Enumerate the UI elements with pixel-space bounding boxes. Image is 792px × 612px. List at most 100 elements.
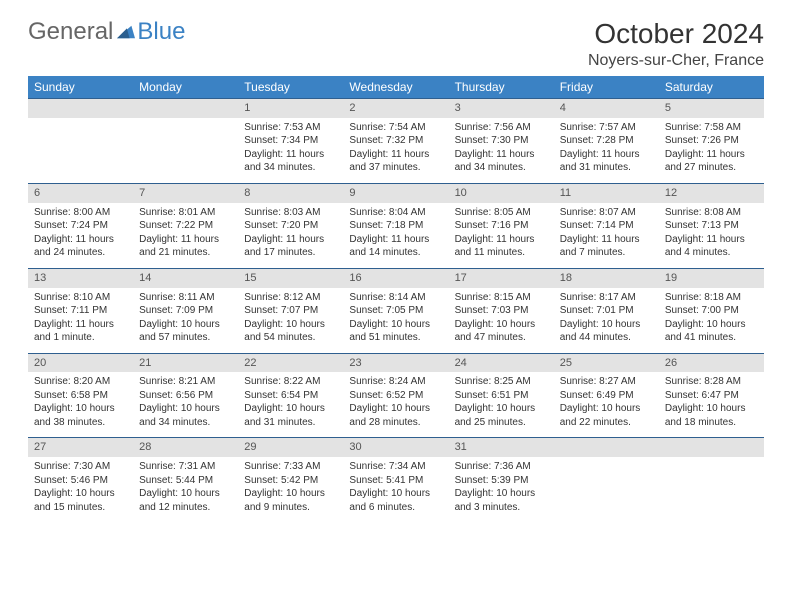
daylight-line: Daylight: 10 hours and 31 minutes.: [244, 402, 337, 429]
sunset-line: Sunset: 6:51 PM: [455, 389, 548, 403]
daylight-line: Daylight: 10 hours and 12 minutes.: [139, 487, 232, 514]
day-body: Sunrise: 8:18 AMSunset: 7:00 PMDaylight:…: [659, 288, 764, 353]
sunrise-line: Sunrise: 8:21 AM: [139, 375, 232, 389]
brand-logo: General Blue: [28, 18, 185, 46]
calendar-cell: 14Sunrise: 8:11 AMSunset: 7:09 PMDayligh…: [133, 268, 238, 353]
daylight-line: Daylight: 11 hours and 1 minute.: [34, 318, 127, 345]
day-header: Friday: [554, 76, 659, 99]
sunset-line: Sunset: 7:22 PM: [139, 219, 232, 233]
day-number: 5: [659, 99, 764, 118]
sunset-line: Sunset: 7:14 PM: [560, 219, 653, 233]
day-number: 30: [343, 438, 448, 457]
day-body: Sunrise: 8:05 AMSunset: 7:16 PMDaylight:…: [449, 203, 554, 268]
brand-part1: General: [28, 18, 113, 46]
sunset-line: Sunset: 7:20 PM: [244, 219, 337, 233]
calendar-week: 27Sunrise: 7:30 AMSunset: 5:46 PMDayligh…: [28, 438, 764, 522]
day-body: Sunrise: 8:27 AMSunset: 6:49 PMDaylight:…: [554, 372, 659, 437]
day-body: Sunrise: 7:56 AMSunset: 7:30 PMDaylight:…: [449, 118, 554, 183]
calendar-cell: [659, 438, 764, 522]
calendar-cell: 10Sunrise: 8:05 AMSunset: 7:16 PMDayligh…: [449, 183, 554, 268]
day-number: 16: [343, 269, 448, 288]
brand-part2: Blue: [137, 18, 185, 46]
day-body: Sunrise: 8:12 AMSunset: 7:07 PMDaylight:…: [238, 288, 343, 353]
daylight-line: Daylight: 11 hours and 31 minutes.: [560, 148, 653, 175]
day-number: 12: [659, 184, 764, 203]
sunrise-line: Sunrise: 7:56 AM: [455, 121, 548, 135]
day-number: 26: [659, 354, 764, 373]
calendar-table: SundayMondayTuesdayWednesdayThursdayFrid…: [28, 76, 764, 522]
day-body: Sunrise: 8:15 AMSunset: 7:03 PMDaylight:…: [449, 288, 554, 353]
day-header: Sunday: [28, 76, 133, 99]
daylight-line: Daylight: 10 hours and 57 minutes.: [139, 318, 232, 345]
day-number: 1: [238, 99, 343, 118]
day-number: 6: [28, 184, 133, 203]
calendar-cell: 23Sunrise: 8:24 AMSunset: 6:52 PMDayligh…: [343, 353, 448, 438]
sunrise-line: Sunrise: 7:36 AM: [455, 460, 548, 474]
calendar-cell: [28, 99, 133, 184]
day-number: 28: [133, 438, 238, 457]
sunset-line: Sunset: 7:16 PM: [455, 219, 548, 233]
sunset-line: Sunset: 7:01 PM: [560, 304, 653, 318]
calendar-cell: 3Sunrise: 7:56 AMSunset: 7:30 PMDaylight…: [449, 99, 554, 184]
sunrise-line: Sunrise: 8:00 AM: [34, 206, 127, 220]
daylight-line: Daylight: 10 hours and 38 minutes.: [34, 402, 127, 429]
sunset-line: Sunset: 7:07 PM: [244, 304, 337, 318]
sunset-line: Sunset: 6:58 PM: [34, 389, 127, 403]
day-number: 7: [133, 184, 238, 203]
day-body: Sunrise: 8:10 AMSunset: 7:11 PMDaylight:…: [28, 288, 133, 353]
day-header: Wednesday: [343, 76, 448, 99]
day-header: Saturday: [659, 76, 764, 99]
day-number: 4: [554, 99, 659, 118]
day-body: Sunrise: 8:01 AMSunset: 7:22 PMDaylight:…: [133, 203, 238, 268]
calendar-cell: 20Sunrise: 8:20 AMSunset: 6:58 PMDayligh…: [28, 353, 133, 438]
sunrise-line: Sunrise: 8:07 AM: [560, 206, 653, 220]
sunset-line: Sunset: 5:39 PM: [455, 474, 548, 488]
daylight-line: Daylight: 11 hours and 11 minutes.: [455, 233, 548, 260]
sunset-line: Sunset: 7:13 PM: [665, 219, 758, 233]
calendar-cell: 6Sunrise: 8:00 AMSunset: 7:24 PMDaylight…: [28, 183, 133, 268]
day-number: 20: [28, 354, 133, 373]
calendar-cell: 22Sunrise: 8:22 AMSunset: 6:54 PMDayligh…: [238, 353, 343, 438]
daylight-line: Daylight: 10 hours and 44 minutes.: [560, 318, 653, 345]
day-body: Sunrise: 8:21 AMSunset: 6:56 PMDaylight:…: [133, 372, 238, 437]
sunrise-line: Sunrise: 7:34 AM: [349, 460, 442, 474]
sunset-line: Sunset: 5:46 PM: [34, 474, 127, 488]
day-number: 10: [449, 184, 554, 203]
sunset-line: Sunset: 6:54 PM: [244, 389, 337, 403]
day-body: Sunrise: 8:08 AMSunset: 7:13 PMDaylight:…: [659, 203, 764, 268]
sunrise-line: Sunrise: 8:05 AM: [455, 206, 548, 220]
calendar-week: 6Sunrise: 8:00 AMSunset: 7:24 PMDaylight…: [28, 183, 764, 268]
calendar-cell: 16Sunrise: 8:14 AMSunset: 7:05 PMDayligh…: [343, 268, 448, 353]
day-body: Sunrise: 8:17 AMSunset: 7:01 PMDaylight:…: [554, 288, 659, 353]
daylight-line: Daylight: 10 hours and 25 minutes.: [455, 402, 548, 429]
calendar-cell: 18Sunrise: 8:17 AMSunset: 7:01 PMDayligh…: [554, 268, 659, 353]
day-number: 29: [238, 438, 343, 457]
day-body: Sunrise: 8:11 AMSunset: 7:09 PMDaylight:…: [133, 288, 238, 353]
calendar-week: 13Sunrise: 8:10 AMSunset: 7:11 PMDayligh…: [28, 268, 764, 353]
calendar-cell: 31Sunrise: 7:36 AMSunset: 5:39 PMDayligh…: [449, 438, 554, 522]
calendar-cell: 11Sunrise: 8:07 AMSunset: 7:14 PMDayligh…: [554, 183, 659, 268]
calendar-cell: [133, 99, 238, 184]
calendar-cell: 12Sunrise: 8:08 AMSunset: 7:13 PMDayligh…: [659, 183, 764, 268]
day-body: Sunrise: 7:36 AMSunset: 5:39 PMDaylight:…: [449, 457, 554, 522]
daylight-line: Daylight: 10 hours and 34 minutes.: [139, 402, 232, 429]
sunrise-line: Sunrise: 8:22 AM: [244, 375, 337, 389]
day-body: Sunrise: 7:31 AMSunset: 5:44 PMDaylight:…: [133, 457, 238, 522]
day-number: 18: [554, 269, 659, 288]
calendar-cell: 24Sunrise: 8:25 AMSunset: 6:51 PMDayligh…: [449, 353, 554, 438]
sunset-line: Sunset: 7:26 PM: [665, 134, 758, 148]
month-title: October 2024: [588, 18, 764, 50]
sunset-line: Sunset: 5:44 PM: [139, 474, 232, 488]
sunrise-line: Sunrise: 8:24 AM: [349, 375, 442, 389]
daylight-line: Daylight: 10 hours and 41 minutes.: [665, 318, 758, 345]
sunrise-line: Sunrise: 8:04 AM: [349, 206, 442, 220]
daylight-line: Daylight: 11 hours and 27 minutes.: [665, 148, 758, 175]
day-number: 17: [449, 269, 554, 288]
sunset-line: Sunset: 6:52 PM: [349, 389, 442, 403]
day-number: 27: [28, 438, 133, 457]
sunrise-line: Sunrise: 8:27 AM: [560, 375, 653, 389]
calendar-cell: 28Sunrise: 7:31 AMSunset: 5:44 PMDayligh…: [133, 438, 238, 522]
sunset-line: Sunset: 7:00 PM: [665, 304, 758, 318]
sunrise-line: Sunrise: 7:58 AM: [665, 121, 758, 135]
sunset-line: Sunset: 7:32 PM: [349, 134, 442, 148]
